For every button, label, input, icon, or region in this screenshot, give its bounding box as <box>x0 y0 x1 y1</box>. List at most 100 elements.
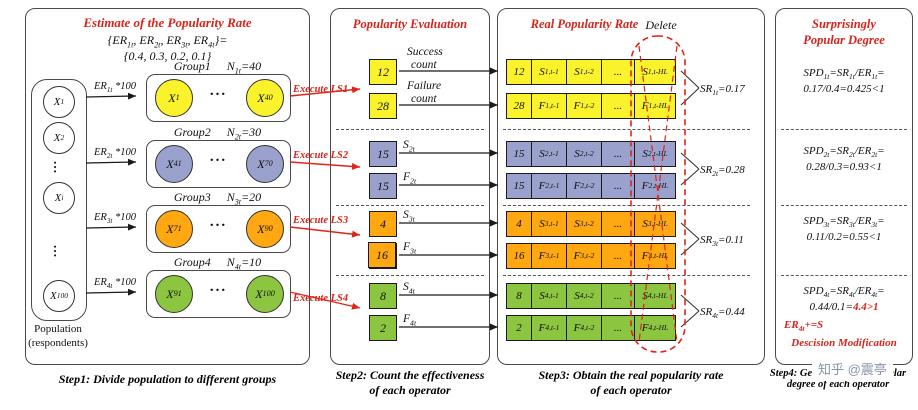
group4-size: N4t=10 <box>226 255 262 272</box>
group3-size: N3t=20 <box>226 190 262 207</box>
caption-step1: Step1: Divide population to different gr… <box>58 372 277 386</box>
group3-name: Group3 <box>173 190 211 204</box>
panel3-title: Real Popularity Rate <box>530 17 639 31</box>
failure-count-cell-g2: 15 <box>369 173 397 199</box>
execute-ls3-label: Execute LS3 <box>293 215 349 226</box>
table-cell: S 4,t-1 <box>531 283 567 309</box>
panel-step2: Popularity Evaluation 12 28 Success coun… <box>330 8 490 365</box>
failure-label-line2: count <box>411 93 437 105</box>
group3-box: X 71 ... X 90 <box>146 205 291 253</box>
divider <box>503 275 750 276</box>
history-row-f3: 16 F 3,t-1 F 3,t-2 ... F 3,t-HL <box>506 243 676 269</box>
success-label-line1: Success <box>407 46 443 58</box>
panel1-title: Estimate of the Popularity Rate <box>83 15 252 30</box>
table-cell: 28 <box>506 93 532 119</box>
spd4-result-red: 4.4>1 <box>852 301 879 313</box>
table-cell: S 1,t-HL <box>634 59 676 85</box>
table-cell: S 1,t-2 <box>566 59 602 85</box>
table-cell: 16 <box>506 243 532 269</box>
table-cell: ... <box>601 173 635 199</box>
panel4-title-line1: Surprisingly <box>812 17 876 31</box>
table-cell: ... <box>601 283 635 309</box>
table-cell: ... <box>601 211 635 237</box>
table-cell: ... <box>601 93 635 119</box>
failure-count-cell-g3: 16 <box>368 242 396 268</box>
divider <box>503 205 750 206</box>
failure-count-cell-g4: 2 <box>369 315 397 341</box>
sr2-value: SR2t=0.28 <box>700 164 745 179</box>
table-cell: ... <box>601 315 635 341</box>
spd2-formula: SPD2t=SR2t/ER2t= <box>803 145 885 160</box>
caption-step3: Step3: Obtain the real popularity rate o… <box>500 368 762 398</box>
table-cell: F 3,t-1 <box>531 243 567 269</box>
caption-step2-line1: Step2: Count the effectiveness <box>335 368 485 382</box>
delete-label: Delete <box>645 18 677 32</box>
success-label-line2: count <box>411 59 437 71</box>
spd4-result: 0.44/0.1=4.4>1 <box>778 301 910 313</box>
s3t-tag: S3t <box>403 209 415 224</box>
history-row-f2: 15 F 2,t-1 F 2,t-2 ... F 2,t-HL <box>506 173 676 199</box>
s2t-tag: S2t <box>403 139 415 154</box>
panel-step4: Surprisingly Popular Degree SPD1t=SR1t/E… <box>775 8 913 365</box>
panel4-title-line2: Popular Degree <box>803 33 885 47</box>
er-formula-line1: {ER1t, ER2t, ER3t, ER4t}= <box>107 33 228 50</box>
group4-box: X 91 ... X 100 <box>146 270 291 318</box>
group2-name: Group2 <box>173 125 211 139</box>
ellipsis: ... <box>209 149 228 165</box>
success-count-cell-g1: 12 <box>369 59 397 85</box>
table-cell: S 2,t-2 <box>566 141 602 167</box>
history-row-s3: 4 S 3,t-1 S 3,t-2 ... S 3,t-HL <box>506 211 676 237</box>
success-count-cell-g4: 8 <box>369 283 397 309</box>
execute-ls4-label: Execute LS4 <box>293 293 349 304</box>
table-cell: S 2,t-HL <box>634 141 676 167</box>
table-cell: F 1,t-2 <box>566 93 602 119</box>
table-cell: 12 <box>506 59 532 85</box>
spd2-result: 0.28/0.3=0.93<1 <box>806 161 882 173</box>
divider <box>781 275 907 276</box>
ellipsis: ... <box>209 214 228 230</box>
group1-size: N1t=40 <box>226 59 262 76</box>
caption-step2-line2: of each operator <box>369 383 451 397</box>
table-cell: 4 <box>506 211 532 237</box>
table-cell: F 2,t-1 <box>531 173 567 199</box>
decision-modification-note: Descision Modification <box>791 337 897 349</box>
caption-step3-line2: of each operator <box>590 383 672 397</box>
group2-label: Group2 N2t=30 <box>146 125 289 141</box>
success-count-cell-g3: 4 <box>369 211 397 237</box>
sr4-value: SR4t=0.44 <box>700 306 745 321</box>
history-row-s4: 8 S 4,t-1 S 4,t-2 ... S 4,t-HL <box>506 283 676 309</box>
history-row-f1: 28 F 1,t-1 F 1,t-2 ... F 1,t-HL <box>506 93 676 119</box>
table-cell: ... <box>601 59 635 85</box>
er-formula-line2: {0.4, 0.3, 0.2, 0.1} <box>123 49 212 63</box>
table-cell: ... <box>601 243 635 269</box>
er2-arrow-label: ER2t *100 <box>94 147 136 161</box>
table-cell: F 4,t-1 <box>531 315 567 341</box>
spd1-result: 0.17/0.4=0.425<1 <box>803 83 885 95</box>
table-cell: S 4,t-2 <box>566 283 602 309</box>
group2-first-node: X 41 <box>155 145 193 183</box>
table-cell: 8 <box>506 283 532 309</box>
table-cell: S 1,t-1 <box>531 59 567 85</box>
table-cell: S 3,t-2 <box>566 211 602 237</box>
spd4-result-black: 0.44/0.1= <box>809 301 853 313</box>
execute-ls1-label: Execute LS1 <box>293 84 349 95</box>
group4-last-node: X 100 <box>246 275 284 313</box>
f2t-tag: F2t <box>403 171 417 186</box>
group3-last-node: X 90 <box>246 210 284 248</box>
population-label: Population <box>34 323 82 335</box>
table-cell: ... <box>601 141 635 167</box>
zhihu-watermark: 知乎 @震亭 <box>812 356 893 381</box>
divider <box>336 129 484 130</box>
panel-step1: Estimate of the Popularity Rate {ER1t, E… <box>25 8 310 365</box>
table-cell: S 2,t-1 <box>531 141 567 167</box>
divider <box>503 129 750 130</box>
sr3-value: SR3t=0.11 <box>700 234 744 249</box>
